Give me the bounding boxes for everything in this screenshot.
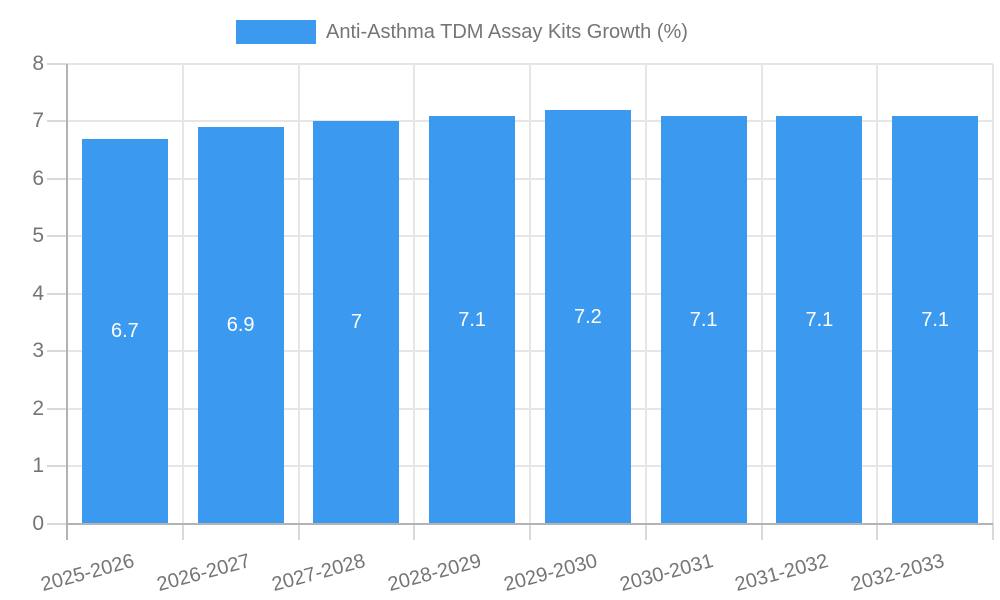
chart-title[interactable]: Anti-Asthma TDM Assay Kits Growth (%) <box>326 20 688 43</box>
x-axis-label: 2029-2030 <box>501 549 600 596</box>
x-tick <box>760 523 763 540</box>
v-gridline <box>297 64 300 524</box>
y-tick <box>47 407 67 410</box>
v-gridline <box>992 64 994 524</box>
bar: 7.1 <box>660 115 747 524</box>
y-tick <box>47 292 67 295</box>
v-gridline <box>760 64 763 524</box>
y-tick <box>47 522 67 525</box>
v-gridline <box>529 64 531 524</box>
x-axis-label: 2028-2029 <box>385 549 484 596</box>
bar: 6.9 <box>197 127 284 524</box>
y-axis-label: 7 <box>32 109 44 133</box>
y-axis-label: 5 <box>32 224 44 248</box>
bar-value-label: 7.2 <box>573 305 602 328</box>
bar: 7.1 <box>892 115 979 524</box>
x-axis-label: 2025-2026 <box>38 549 137 596</box>
v-gridline <box>876 64 879 524</box>
x-tick <box>529 523 531 540</box>
y-axis-label: 6 <box>32 166 44 190</box>
bar: 7.1 <box>429 115 516 524</box>
x-axis-label: 2026-2027 <box>154 549 253 596</box>
x-axis-line <box>66 522 993 525</box>
x-tick <box>413 523 416 540</box>
y-axis-label: 0 <box>32 511 44 535</box>
legend: Anti-Asthma TDM Assay Kits Growth (%) <box>236 20 688 44</box>
x-axis-label: 2027-2028 <box>269 549 369 596</box>
y-axis-label: 3 <box>32 339 44 363</box>
bar-value-label: 6.9 <box>226 314 255 337</box>
x-tick <box>992 523 994 540</box>
y-tick <box>47 465 67 468</box>
x-tick <box>181 523 184 540</box>
bar-value-label: 7.1 <box>921 308 950 331</box>
y-tick <box>47 177 67 180</box>
bar: 7.2 <box>544 109 631 524</box>
bar-value-label: 7.1 <box>689 308 718 331</box>
bar-value-label: 7.1 <box>805 308 834 331</box>
y-tick <box>47 63 67 65</box>
x-tick <box>297 523 300 540</box>
x-axis-label: 2031-2032 <box>732 549 832 596</box>
bar-value-label: 7.1 <box>458 308 487 331</box>
v-gridline <box>413 64 416 524</box>
v-gridline <box>181 64 184 524</box>
y-axis-label: 1 <box>32 454 44 478</box>
x-tick <box>644 523 647 540</box>
y-axis-label: 2 <box>32 396 44 420</box>
bar-value-label: 7 <box>350 311 362 334</box>
y-axis-line <box>66 64 68 540</box>
x-tick <box>876 523 879 540</box>
legend-swatch[interactable] <box>236 20 316 44</box>
y-axis-label: 8 <box>32 52 44 75</box>
y-tick <box>47 235 67 238</box>
y-tick <box>47 350 67 353</box>
bar: 6.7 <box>81 138 168 524</box>
bar: 7 <box>313 121 400 524</box>
x-axis-label: 2030-2031 <box>617 549 716 596</box>
bar: 7.1 <box>776 115 863 524</box>
v-gridline <box>644 64 647 524</box>
y-tick <box>47 120 67 123</box>
y-axis-label: 4 <box>32 281 44 305</box>
x-axis-label: 2032-2033 <box>848 549 947 596</box>
bar-value-label: 6.7 <box>110 320 139 343</box>
